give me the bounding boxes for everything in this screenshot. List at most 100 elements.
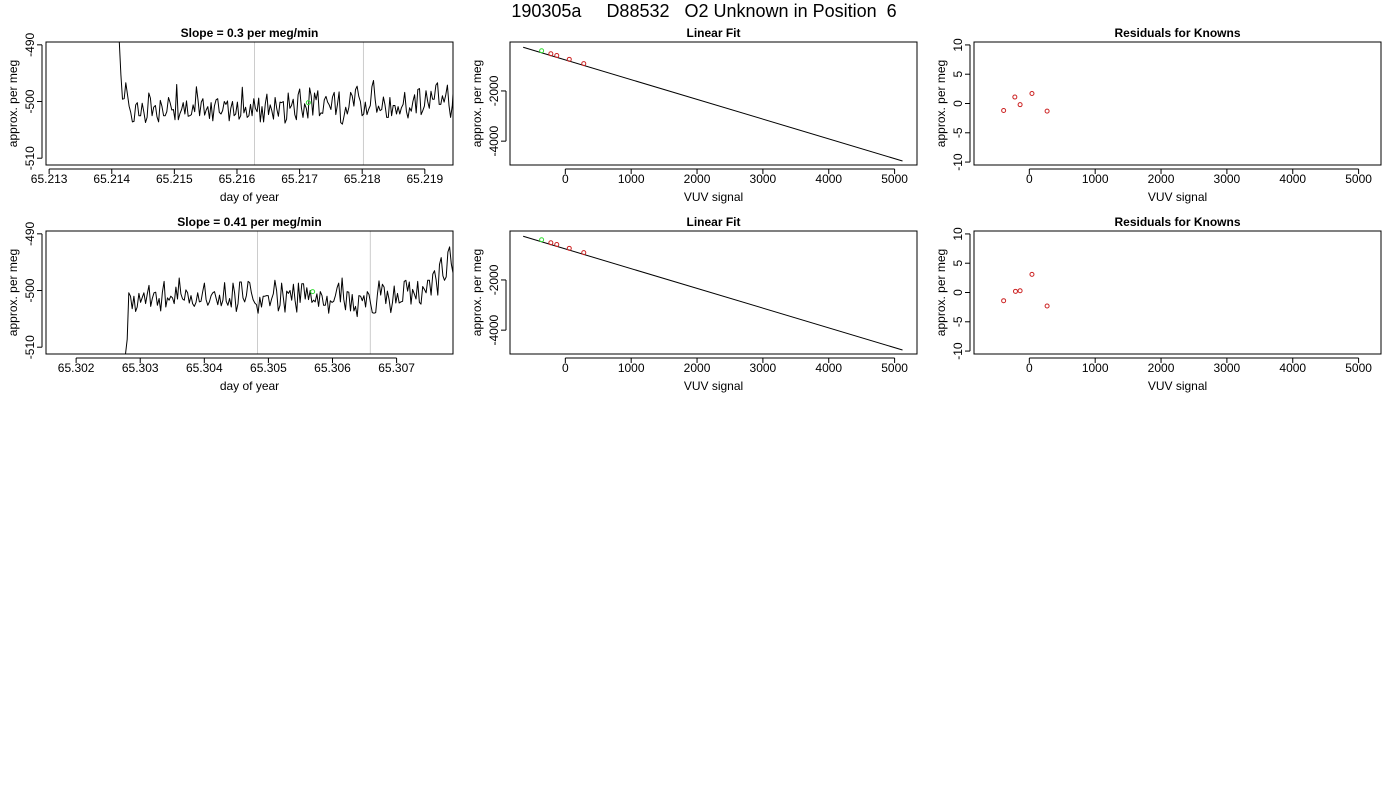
panel-2-known-point-2 xyxy=(554,53,560,59)
panel-2-y-tick-label-2: -4000 xyxy=(487,125,501,156)
panel-3-y-tick-label-2: -5 xyxy=(951,127,965,138)
panel-3-x-tick-label-4: 3000 xyxy=(1214,172,1241,186)
panel-3-x-tick-label-2: 1000 xyxy=(1082,172,1109,186)
panel-4-x-tick-label-4: 65.305 xyxy=(250,361,287,375)
panel-4-frame xyxy=(45,230,454,355)
panel-6-y-axis-label: approx. per meg xyxy=(934,249,948,336)
panel-6-y-tick-label-1: -10 xyxy=(951,342,965,360)
panel-3-y-axis-label: approx. per meg xyxy=(934,60,948,147)
panel-4-y-tick-label-2: -500 xyxy=(23,278,37,302)
panel-2-known-point-4 xyxy=(581,61,587,67)
panel-1: Slope = 0.3 per meg/min 65.213 65.214 65.21… xyxy=(6,26,454,204)
panel-3-frame xyxy=(973,41,1382,166)
chart-panels: Slope = 0.3 per meg/min 65.213 65.214 65.21… xyxy=(6,26,1382,393)
panel-5-y-tick-label-2: -4000 xyxy=(487,314,501,345)
panel-1-data xyxy=(118,42,453,165)
panel-6-known-point-2 xyxy=(1012,288,1018,294)
panel-1-title: Slope = 0.3 per meg/min xyxy=(181,26,319,40)
panel-5-x-tick-label-6: 5000 xyxy=(881,361,908,375)
panel-3-y-tick-label-5: 10 xyxy=(951,38,965,52)
panel-4-x-tick-label-1: 65.302 xyxy=(58,361,95,375)
panel-5-y-axis-label: approx. per meg xyxy=(470,249,484,336)
panel-2-known-point-1 xyxy=(548,51,554,57)
panel-4-y-axis-label: approx. per meg xyxy=(6,249,20,336)
panel-5-x-axis-label: VUV signal xyxy=(684,379,743,393)
panel-2-y-tick-label-1: -2000 xyxy=(487,75,501,106)
panel-3-x-tick-label-6: 5000 xyxy=(1345,172,1372,186)
main-title: 190305a D88532 O2 Unknown in Position 6 xyxy=(511,1,896,21)
panel-4-series-line xyxy=(125,246,453,354)
panel-5-x-tick-label-5: 4000 xyxy=(815,361,842,375)
panel-6-x-tick-label-3: 2000 xyxy=(1148,361,1175,375)
panel-1-unknown-point-1 xyxy=(305,100,311,106)
panel-1-x-tick-label-3: 65.215 xyxy=(156,172,193,186)
panel-2-x-tick-label-4: 3000 xyxy=(750,172,777,186)
panel-3-known-point-4 xyxy=(1029,91,1035,97)
panel-1-y-axis-label: approx. per meg xyxy=(6,60,20,147)
panel-3-data xyxy=(1001,91,1050,114)
panel-3-known-point-3 xyxy=(1017,102,1023,108)
panel-4-x-tick-label-5: 65.306 xyxy=(314,361,351,375)
panel-4-unknown-point-1 xyxy=(310,289,316,295)
panel-3-known-point-5 xyxy=(1044,108,1050,114)
panel-5-x-tick-label-2: 1000 xyxy=(618,361,645,375)
panel-6-y-tick-label-3: 0 xyxy=(951,289,965,296)
panel-3-x-tick-label-5: 4000 xyxy=(1279,172,1306,186)
panel-1-y-tick-label-1: -490 xyxy=(23,33,37,57)
panel-5-fit-line xyxy=(523,235,903,351)
panel-5-known-point-1 xyxy=(548,240,554,246)
panel-6-x-tick-label-4: 3000 xyxy=(1214,361,1241,375)
panel-1-x-tick-label-1: 65.213 xyxy=(31,172,68,186)
panel-2-x-tick-label-6: 5000 xyxy=(881,172,908,186)
panel-2-x-tick-label-1: 0 xyxy=(562,172,569,186)
panel-2-x-tick-label-2: 1000 xyxy=(618,172,645,186)
panel-5-known-point-4 xyxy=(581,250,587,256)
panel-2-x-tick-label-5: 4000 xyxy=(815,172,842,186)
main-title-run: 190305a xyxy=(511,1,582,21)
panel-6-x-tick-label-6: 5000 xyxy=(1345,361,1372,375)
panel-6-x-tick-label-1: 0 xyxy=(1026,361,1033,375)
panel-5-x-tick-label-1: 0 xyxy=(562,361,569,375)
panel-2-unknown-point-1 xyxy=(539,48,545,54)
panel-6-y-tick-label-2: -5 xyxy=(951,316,965,327)
panel-2-x-tick-label-3: 2000 xyxy=(684,172,711,186)
panel-4-title: Slope = 0.41 per meg/min xyxy=(177,215,321,229)
panel-1-x-tick-label-2: 65.214 xyxy=(93,172,130,186)
panel-4-x-tick-label-6: 65.307 xyxy=(378,361,415,375)
panel-3-x-tick-label-3: 2000 xyxy=(1148,172,1175,186)
panel-2-known-point-3 xyxy=(566,56,572,62)
panel-2-title: Linear Fit xyxy=(686,26,740,40)
panel-2-frame xyxy=(509,41,918,166)
panel-4: Slope = 0.41 per meg/min 65.302 65.303 65.3… xyxy=(6,215,454,393)
panel-6-x-tick-label-5: 4000 xyxy=(1279,361,1306,375)
panel-3-x-axis-label: VUV signal xyxy=(1148,190,1207,204)
panel-6-x-tick-label-2: 1000 xyxy=(1082,361,1109,375)
panel-6-x-axis-label: VUV signal xyxy=(1148,379,1207,393)
panel-1-frame xyxy=(45,41,454,166)
panel-1-x-tick-label-5: 65.217 xyxy=(281,172,318,186)
panel-1-x-tick-label-4: 65.216 xyxy=(219,172,256,186)
panel-3-title: Residuals for Knowns xyxy=(1114,26,1240,40)
panel-6-frame xyxy=(973,230,1382,355)
panel-3-y-tick-label-3: 0 xyxy=(951,100,965,107)
panel-3-y-tick-label-1: -10 xyxy=(951,153,965,171)
panel-2: Linear Fit 0 1000 2000 3000 4000 5000 -2000 -400… xyxy=(470,26,918,204)
panel-1-series-line xyxy=(118,42,453,125)
panel-1-x-axis-label: day of year xyxy=(220,190,279,204)
panel-5-x-tick-label-4: 3000 xyxy=(750,361,777,375)
panel-6-data xyxy=(1001,271,1050,309)
main-title-sample: D88532 xyxy=(606,1,669,21)
panel-6-known-point-1 xyxy=(1001,298,1007,304)
panel-6-y-tick-label-4: 5 xyxy=(951,260,965,267)
panel-5-title: Linear Fit xyxy=(686,215,740,229)
panel-5-x-tick-label-3: 2000 xyxy=(684,361,711,375)
panel-4-y-tick-label-3: -510 xyxy=(23,335,37,359)
panel-6-known-point-4 xyxy=(1029,271,1035,277)
panel-2-fit-line xyxy=(523,46,903,162)
panel-3: Residuals for Knowns 0 1000 2000 3000 4000 500… xyxy=(934,26,1382,204)
panel-6-known-point-3 xyxy=(1017,288,1023,294)
panel-4-x-tick-label-3: 65.304 xyxy=(186,361,223,375)
panel-6-title: Residuals for Knowns xyxy=(1114,215,1240,229)
